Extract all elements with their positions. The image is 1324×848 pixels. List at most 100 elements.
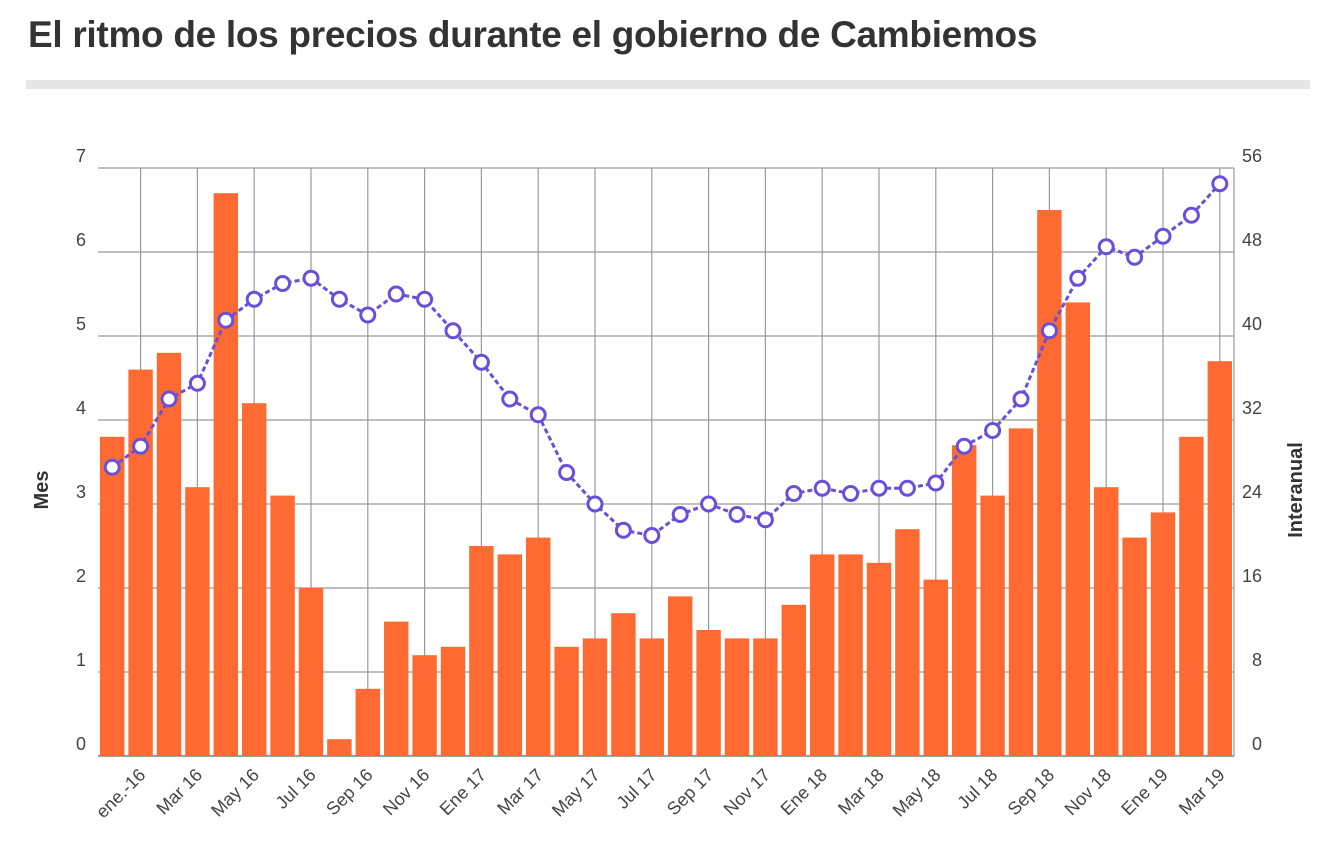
line-point xyxy=(302,269,320,287)
line-point xyxy=(274,275,292,292)
line-point xyxy=(898,479,916,497)
x-tick-label: Jul 17 xyxy=(613,765,661,813)
bar xyxy=(383,621,409,756)
right-tick-label: 16 xyxy=(1242,566,1262,586)
right-tick-label: 48 xyxy=(1242,230,1262,250)
line-point xyxy=(416,290,434,308)
left-tick-label: 2 xyxy=(76,566,86,586)
left-tick-label: 7 xyxy=(76,146,86,166)
bar xyxy=(298,588,324,756)
bar xyxy=(497,554,523,756)
bar xyxy=(1207,361,1233,756)
x-tick-label: Nov 18 xyxy=(1061,765,1115,819)
x-tick-label: May 17 xyxy=(548,765,604,821)
line-point xyxy=(529,406,547,424)
x-tick-label: Sep 17 xyxy=(663,765,717,819)
bar xyxy=(667,596,693,756)
line-point xyxy=(132,437,150,455)
right-tick-label: 24 xyxy=(1242,482,1262,502)
line-point xyxy=(842,485,860,502)
line-point xyxy=(671,506,689,523)
bar xyxy=(412,655,437,756)
x-axis-ticks: ene.-16 Mar 16 May 16 Jul 16 Sep 16 Nov 16 Ene… xyxy=(92,765,1229,822)
bar xyxy=(1065,302,1091,756)
line-point xyxy=(1154,227,1172,245)
left-tick-label: 6 xyxy=(76,230,86,250)
bar xyxy=(355,688,381,756)
right-tick-label: 32 xyxy=(1242,398,1262,418)
left-tick-label: 5 xyxy=(76,314,86,334)
bar xyxy=(696,630,721,756)
line-point xyxy=(359,306,377,324)
line-point xyxy=(217,311,235,329)
x-tick-label: Sep 16 xyxy=(322,765,376,819)
x-tick-label: Ene 17 xyxy=(436,765,490,819)
bar xyxy=(1037,210,1062,756)
line-point xyxy=(103,458,121,476)
line-point xyxy=(1126,248,1144,266)
line-point xyxy=(1211,175,1229,193)
bar xyxy=(1150,512,1176,756)
bar xyxy=(838,554,863,756)
bar xyxy=(753,638,778,756)
bar xyxy=(327,739,352,756)
line-point xyxy=(245,290,263,308)
line-point xyxy=(1182,206,1200,224)
x-tick-label: Jul 16 xyxy=(272,765,320,813)
line-point xyxy=(160,390,178,408)
x-tick-label: May 18 xyxy=(889,765,945,821)
line-point xyxy=(870,479,888,497)
line-point xyxy=(586,495,604,513)
gridlines xyxy=(98,167,1235,757)
bar xyxy=(639,638,665,756)
y-axis-title-right: Interanual xyxy=(1285,442,1307,538)
bar xyxy=(895,529,920,756)
right-tick-label: 8 xyxy=(1252,650,1262,670)
line-point xyxy=(643,527,661,544)
line-point xyxy=(1012,390,1030,408)
left-tick-label: 1 xyxy=(76,650,86,670)
bar xyxy=(724,638,750,756)
bar xyxy=(554,646,579,756)
bar xyxy=(951,445,977,756)
bar xyxy=(270,495,295,756)
line-point xyxy=(387,285,405,303)
line-point xyxy=(813,479,831,497)
right-tick-label: 40 xyxy=(1242,314,1262,334)
line-point xyxy=(728,506,746,523)
bar xyxy=(1179,436,1204,756)
left-tick-label: 4 xyxy=(76,398,86,418)
x-tick-label: Mar 18 xyxy=(834,765,888,819)
line-point xyxy=(955,437,973,455)
x-tick-label: Mar 16 xyxy=(152,765,206,819)
bar xyxy=(440,646,466,756)
bar xyxy=(1008,428,1034,756)
x-tick-label: Mar 19 xyxy=(1175,765,1229,819)
bar xyxy=(469,546,494,756)
line-point xyxy=(700,495,718,513)
x-tick-label: Mar 17 xyxy=(493,765,547,819)
bar xyxy=(611,613,636,756)
line-point xyxy=(1097,238,1115,256)
line-point xyxy=(188,374,206,392)
line-point xyxy=(756,511,774,529)
bar xyxy=(128,369,153,756)
x-tick-label: Sep 18 xyxy=(1004,765,1058,819)
x-tick-label: Ene 19 xyxy=(1117,765,1171,819)
left-tick-label: 0 xyxy=(76,734,86,754)
bar xyxy=(923,579,949,756)
bar xyxy=(525,537,551,756)
bar xyxy=(213,193,239,756)
right-axis-ticks: 0 8 16 24 32 40 48 56 xyxy=(1242,146,1262,754)
bar xyxy=(866,562,892,756)
bar xyxy=(809,554,835,756)
line-point xyxy=(472,353,490,371)
bar xyxy=(185,487,210,756)
line-point xyxy=(785,485,803,502)
left-axis-ticks: 0 1 2 3 4 5 6 7 xyxy=(76,146,86,754)
bar xyxy=(1122,537,1147,756)
title-divider xyxy=(26,80,1310,89)
bar xyxy=(980,495,1005,756)
left-tick-label: 3 xyxy=(76,482,86,502)
